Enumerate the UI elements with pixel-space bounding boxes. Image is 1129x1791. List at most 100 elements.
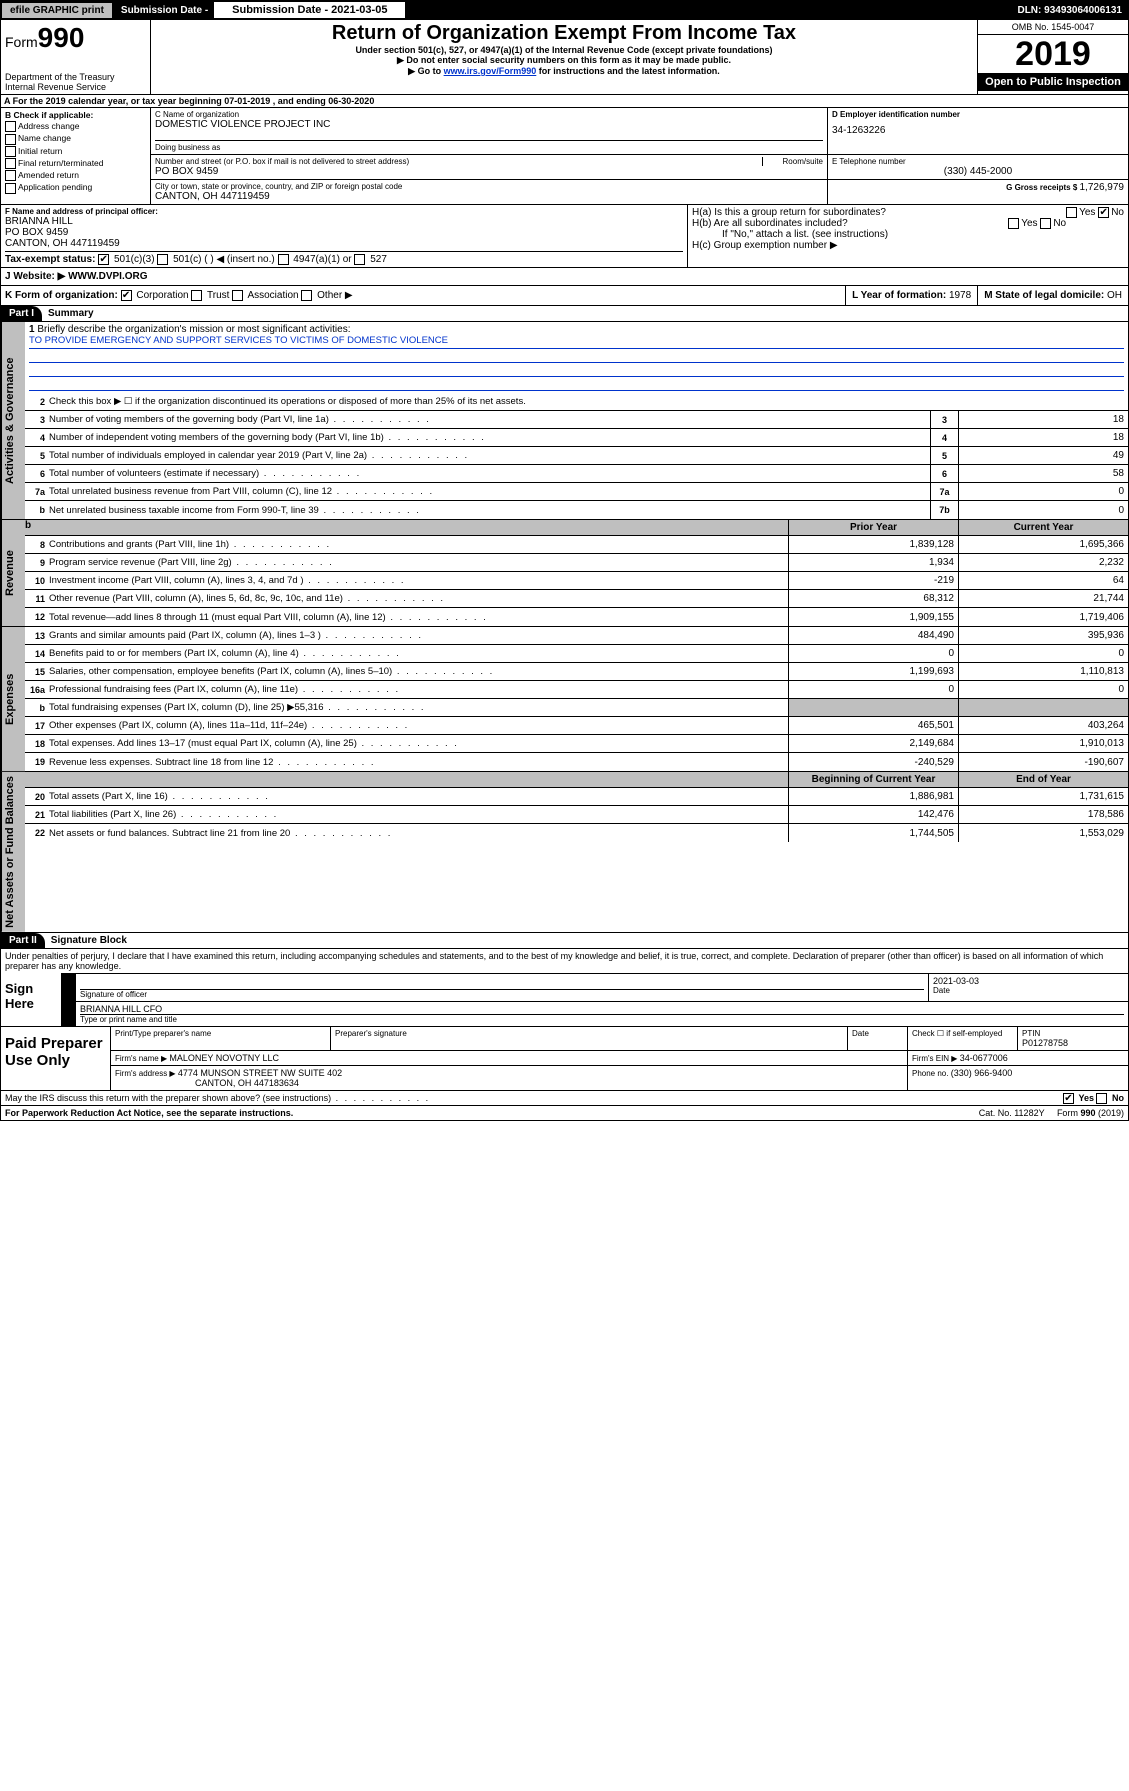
- perjury-declaration: Under penalties of perjury, I declare th…: [1, 949, 1128, 973]
- table-row: 3Number of voting members of the governi…: [25, 411, 1128, 429]
- form-title: Return of Organization Exempt From Incom…: [155, 22, 973, 45]
- chk-amended[interactable]: Amended return: [5, 170, 146, 181]
- ein-label: D Employer identification number: [832, 110, 1124, 119]
- chk-trust[interactable]: [191, 290, 202, 301]
- chk-name-change[interactable]: Name change: [5, 133, 146, 144]
- submission-label: Submission Date -: [115, 3, 214, 18]
- room-label: Room/suite: [762, 157, 823, 166]
- omb-number: OMB No. 1545-0047: [978, 20, 1128, 35]
- chk-address-change[interactable]: Address change: [5, 121, 146, 132]
- typed-label: Type or print name and title: [80, 1015, 1124, 1024]
- table-row: 16aProfessional fundraising fees (Part I…: [25, 681, 1128, 699]
- side-netassets: Net Assets or Fund Balances: [1, 772, 25, 932]
- firm-city: CANTON, OH 447183634: [115, 1078, 903, 1088]
- phone-label: E Telephone number: [832, 157, 1124, 166]
- year-formation: L Year of formation: 1978: [845, 286, 977, 305]
- form-org-label: K Form of organization:: [5, 290, 118, 301]
- form-number: Form990: [5, 22, 146, 54]
- firm-addr: 4774 MUNSON STREET NW SUITE 402: [178, 1068, 342, 1078]
- gross-value: 1,726,979: [1080, 182, 1125, 193]
- form-header: Form990 Department of the Treasury Inter…: [0, 20, 1129, 95]
- tax-year: 2019: [978, 35, 1128, 73]
- dept-treasury: Department of the Treasury Internal Reve…: [5, 72, 146, 92]
- firm-phone: (330) 966-9400: [951, 1068, 1013, 1078]
- col-current-year: Current Year: [958, 520, 1128, 535]
- hb-subordinates: H(b) Are all subordinates included? Yes …: [692, 218, 1124, 229]
- line2-desc: Check this box ▶ ☐ if the organization d…: [49, 395, 1128, 408]
- efile-print-button[interactable]: efile GRAPHIC print: [1, 2, 113, 19]
- side-expenses: Expenses: [1, 627, 25, 771]
- table-row: 12Total revenue—add lines 8 through 11 (…: [25, 608, 1128, 626]
- table-row: 15Salaries, other compensation, employee…: [25, 663, 1128, 681]
- chk-irs-yes[interactable]: [1063, 1093, 1074, 1104]
- table-row: bTotal fundraising expenses (Part IX, co…: [25, 699, 1128, 717]
- part2-header: Part II Signature Block: [0, 933, 1129, 949]
- sig-date-label: Date: [933, 986, 1124, 995]
- side-governance: Activities & Governance: [1, 322, 25, 519]
- part1-header: Part I Summary: [0, 306, 1129, 322]
- irs-link[interactable]: www.irs.gov/Form990: [444, 66, 537, 76]
- period-row: A For the 2019 calendar year, or tax yea…: [0, 95, 1129, 108]
- may-irs-discuss: May the IRS discuss this return with the…: [1, 1090, 1128, 1105]
- officer-addr: PO BOX 9459: [5, 227, 683, 238]
- org-name: DOMESTIC VIOLENCE PROJECT INC: [155, 119, 823, 130]
- entity-box: B Check if applicable: Address change Na…: [0, 108, 1129, 205]
- website-row: J Website: ▶ WWW.DVPI.ORG: [0, 268, 1129, 286]
- state-domicile: M State of legal domicile: OH: [977, 286, 1128, 305]
- revenue-section: Revenue bPrior YearCurrent Year 8Contrib…: [0, 520, 1129, 627]
- ein-value: 34-1263226: [832, 125, 1124, 136]
- chk-application-pending[interactable]: Application pending: [5, 182, 146, 193]
- form-ref: Form 990 (2019): [1057, 1108, 1124, 1118]
- phone-value: (330) 445-2000: [832, 166, 1124, 177]
- table-row: 18Total expenses. Add lines 13–17 (must …: [25, 735, 1128, 753]
- mission-text: TO PROVIDE EMERGENCY AND SUPPORT SERVICE…: [29, 335, 1124, 349]
- table-row: 4Number of independent voting members of…: [25, 429, 1128, 447]
- tax-exempt-label: Tax-exempt status:: [5, 254, 95, 265]
- chk-final-return[interactable]: Final return/terminated: [5, 158, 146, 169]
- expenses-section: Expenses 13Grants and similar amounts pa…: [0, 627, 1129, 772]
- submission-date: Submission Date - 2021-03-05: [214, 2, 405, 18]
- table-row: 7aTotal unrelated business revenue from …: [25, 483, 1128, 501]
- netassets-section: Net Assets or Fund Balances Beginning of…: [0, 772, 1129, 933]
- sig-date: 2021-03-03: [933, 976, 1124, 986]
- col-eoy: End of Year: [958, 772, 1128, 787]
- firm-ein: 34-0677006: [960, 1053, 1008, 1063]
- table-row: bNet unrelated business taxable income f…: [25, 501, 1128, 519]
- firm-name: MALONEY NOVOTNY LLC: [169, 1053, 279, 1063]
- ssn-warning: ▶ Do not enter social security numbers o…: [155, 55, 973, 66]
- city-value: CANTON, OH 447119459: [155, 191, 823, 202]
- table-row: 14Benefits paid to or for members (Part …: [25, 645, 1128, 663]
- chk-assoc[interactable]: [232, 290, 243, 301]
- table-row: 5Total number of individuals employed in…: [25, 447, 1128, 465]
- chk-other[interactable]: [301, 290, 312, 301]
- table-row: 17Other expenses (Part IX, column (A), l…: [25, 717, 1128, 735]
- chk-501c3[interactable]: [98, 254, 109, 265]
- signature-block: Under penalties of perjury, I declare th…: [0, 949, 1129, 1106]
- chk-4947[interactable]: [278, 254, 289, 265]
- col-boy: Beginning of Current Year: [788, 772, 958, 787]
- chk-irs-no[interactable]: [1096, 1093, 1107, 1104]
- ha-group-return: H(a) Is this a group return for subordin…: [692, 207, 1124, 218]
- chk-initial-return[interactable]: Initial return: [5, 146, 146, 157]
- table-row: 10Investment income (Part VIII, column (…: [25, 572, 1128, 590]
- chk-527[interactable]: [354, 254, 365, 265]
- chk-501c[interactable]: [157, 254, 168, 265]
- table-row: 13Grants and similar amounts paid (Part …: [25, 627, 1128, 645]
- line1-label: Briefly describe the organization's miss…: [37, 324, 350, 335]
- officer-label: F Name and address of principal officer:: [5, 207, 683, 216]
- arrow-icon: [61, 1002, 75, 1026]
- arrow-icon: [61, 974, 75, 1001]
- tax-period: A For the 2019 calendar year, or tax yea…: [1, 95, 1128, 107]
- dln: DLN: 93493064006131: [1011, 3, 1128, 18]
- paid-preparer-label: Paid Preparer Use Only: [1, 1027, 111, 1090]
- chk-corp[interactable]: [121, 290, 132, 301]
- cat-no: Cat. No. 11282Y: [979, 1108, 1045, 1118]
- instructions-link-line: ▶ Go to www.irs.gov/Form990 for instruct…: [155, 66, 973, 77]
- table-row: 9Program service revenue (Part VIII, lin…: [25, 554, 1128, 572]
- city-label: City or town, state or province, country…: [155, 182, 823, 191]
- gross-label: G Gross receipts $: [1006, 183, 1079, 192]
- footer: For Paperwork Reduction Act Notice, see …: [0, 1106, 1129, 1121]
- website-value: WWW.DVPI.ORG: [68, 271, 147, 282]
- org-name-label: C Name of organization: [155, 110, 823, 119]
- pra-notice: For Paperwork Reduction Act Notice, see …: [5, 1108, 293, 1118]
